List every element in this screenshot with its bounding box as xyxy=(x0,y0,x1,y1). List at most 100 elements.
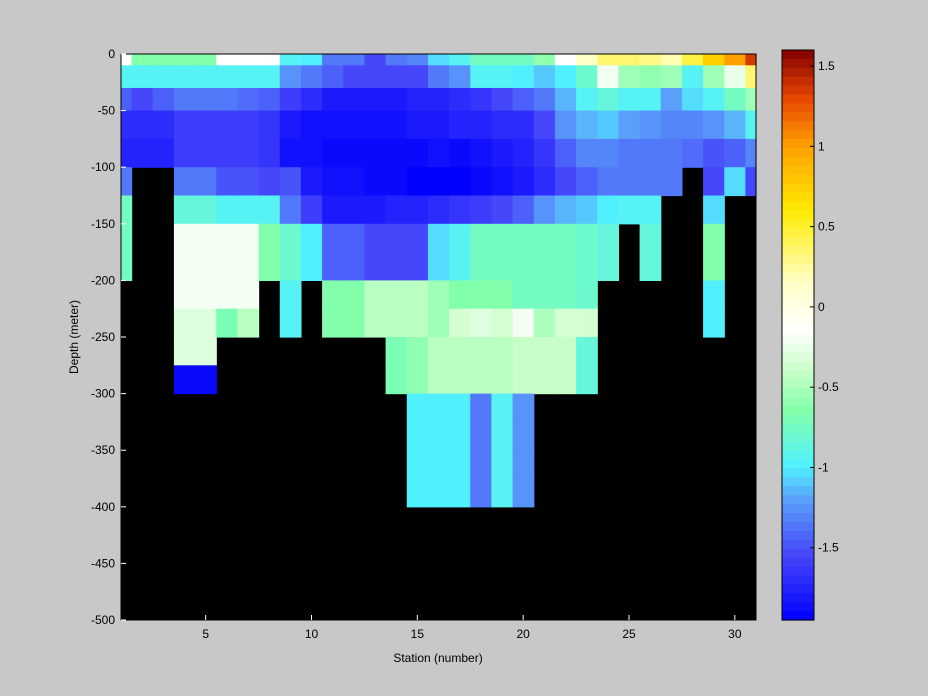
heatmap-cell xyxy=(597,87,620,112)
heatmap-cell xyxy=(533,223,556,281)
y-tick-label: -300 xyxy=(91,387,115,401)
heatmap-cell xyxy=(406,421,429,451)
y-tick-label: -200 xyxy=(91,273,115,287)
colorbar-segment xyxy=(782,522,814,532)
colorbar-segment xyxy=(782,415,814,425)
heatmap-cell xyxy=(343,110,366,140)
heatmap-cell xyxy=(216,223,239,281)
heatmap-cell xyxy=(364,280,387,310)
heatmap-cell xyxy=(258,138,281,168)
heatmap-cell xyxy=(322,167,344,197)
heatmap-cell xyxy=(470,421,493,451)
heatmap-cell xyxy=(554,337,577,366)
heatmap-cell xyxy=(216,195,239,225)
colorbar-segment xyxy=(782,58,814,69)
heatmap-cell xyxy=(470,54,493,66)
heatmap-cell xyxy=(597,54,620,66)
heatmap-cell xyxy=(258,54,281,66)
heatmap-cell xyxy=(121,223,133,281)
heatmap-cell xyxy=(470,110,493,140)
heatmap-cell xyxy=(639,223,662,281)
heatmap-cell xyxy=(449,87,471,112)
heatmap-cell xyxy=(173,195,196,225)
heatmap-cell xyxy=(449,337,471,366)
heatmap-cell xyxy=(554,280,577,310)
colorbar-segment xyxy=(782,237,814,247)
heatmap-cell xyxy=(512,421,535,451)
heatmap-cell xyxy=(173,110,196,140)
heatmap-cell xyxy=(703,167,725,197)
heatmap-cell xyxy=(533,54,556,66)
heatmap-cell xyxy=(533,280,556,310)
y-tick-label: -250 xyxy=(91,330,115,344)
heatmap-cell xyxy=(512,337,535,366)
heatmap-cell xyxy=(427,195,450,225)
heatmap-cell xyxy=(576,110,598,140)
heatmap-cell xyxy=(491,223,514,281)
heatmap-cell xyxy=(195,280,217,310)
heatmap-cell xyxy=(427,110,450,140)
colorbar-segment xyxy=(782,174,814,185)
heatmap-cell xyxy=(258,110,281,140)
heatmap-cell xyxy=(406,54,429,66)
colorbar-segment xyxy=(782,361,814,372)
heatmap-cell xyxy=(512,280,535,310)
heatmap-cell xyxy=(300,223,323,281)
heatmap-cell xyxy=(364,54,387,66)
heatmap-cell xyxy=(237,110,260,140)
heatmap-cell xyxy=(385,110,408,140)
heatmap-cell xyxy=(343,195,366,225)
x-tick-label: 25 xyxy=(622,627,636,641)
colorbar-segment xyxy=(782,557,814,568)
heatmap-cell xyxy=(406,223,429,281)
heatmap-cell xyxy=(406,280,429,310)
heatmap-cell xyxy=(258,223,281,281)
colorbar-segment xyxy=(782,112,814,122)
x-tick-label: 15 xyxy=(411,627,425,641)
colorbar-segment xyxy=(782,584,814,594)
heatmap-cell xyxy=(681,54,704,66)
colorbar-segment xyxy=(782,611,814,621)
heatmap-cell xyxy=(216,87,239,112)
heatmap-cell xyxy=(618,167,641,197)
colorbar-segment xyxy=(782,343,814,354)
heatmap-cell xyxy=(618,65,641,89)
heatmap-cell xyxy=(364,87,387,112)
y-tick-label: -500 xyxy=(91,613,115,627)
heatmap-cell xyxy=(724,54,747,66)
heatmap-cell xyxy=(597,110,620,140)
x-tick-label: 20 xyxy=(516,627,530,641)
heatmap-cell xyxy=(279,110,302,140)
heatmap-cell xyxy=(300,138,323,168)
heatmap-cell xyxy=(449,308,471,338)
heatmap-cell xyxy=(279,65,302,89)
heatmap-cell xyxy=(512,167,535,197)
heatmap-cell xyxy=(724,87,747,112)
heatmap-cell xyxy=(300,87,323,112)
heatmap-cell xyxy=(533,167,556,197)
heatmap-cell xyxy=(173,87,196,112)
colorbar-ticks: 1.5 1 0.5 0 -0.5 -1 -1.5 xyxy=(810,59,839,555)
heatmap-cell xyxy=(364,167,387,197)
heatmap-cell xyxy=(639,167,662,197)
heatmap-cell xyxy=(216,110,239,140)
heatmap-cell xyxy=(258,87,281,112)
heatmap-cell xyxy=(385,65,408,89)
heatmap-cell xyxy=(512,223,535,281)
heatmap-cell xyxy=(639,110,662,140)
colorbar-segment xyxy=(782,308,814,318)
heatmap-cell xyxy=(121,167,133,197)
heatmap-cell xyxy=(152,54,175,66)
heatmap-cell xyxy=(512,65,535,89)
heatmap-cell xyxy=(470,365,493,395)
heatmap-cell xyxy=(406,195,429,225)
heatmap-cell xyxy=(406,65,429,89)
heatmap-cell xyxy=(724,65,747,89)
heatmap-cell xyxy=(512,195,535,225)
heatmap-cell xyxy=(385,337,408,366)
heatmap-cell xyxy=(121,65,133,89)
heatmap-cell xyxy=(385,138,408,168)
heatmap-cell xyxy=(745,65,757,89)
heatmap-cell xyxy=(152,87,175,112)
colorbar-segment xyxy=(782,566,814,577)
